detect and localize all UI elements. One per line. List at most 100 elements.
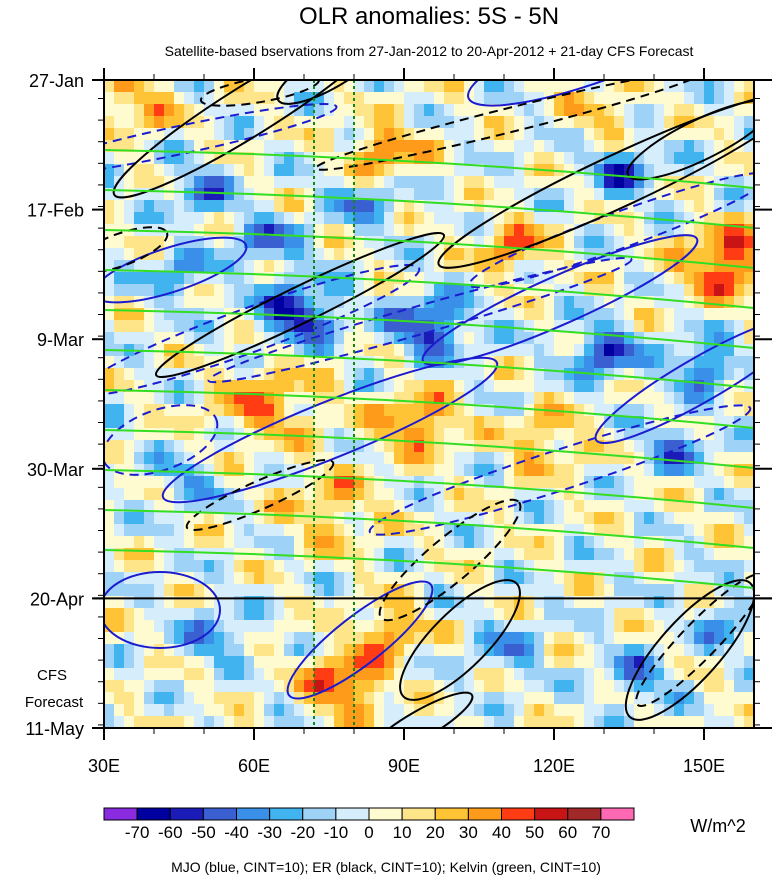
heatmap-cell xyxy=(214,248,225,261)
heatmap-cell xyxy=(384,260,395,273)
heatmap-cell xyxy=(394,608,405,621)
heatmap-cell xyxy=(414,548,425,561)
heatmap-cell xyxy=(434,188,445,201)
heatmap-cell xyxy=(644,656,655,669)
heatmap-cell xyxy=(404,92,415,105)
heatmap-cell xyxy=(144,680,155,693)
heatmap-cell xyxy=(314,356,325,369)
heatmap-cell xyxy=(494,248,505,261)
heatmap-cell xyxy=(364,416,375,429)
heatmap-cell xyxy=(304,452,315,465)
heatmap-cell xyxy=(234,452,245,465)
heatmap-cell xyxy=(524,572,535,585)
heatmap-cell xyxy=(574,284,585,297)
heatmap-cell xyxy=(384,188,395,201)
heatmap-cell xyxy=(184,608,195,621)
heatmap-cell xyxy=(624,608,635,621)
heatmap-cell xyxy=(564,464,575,477)
heatmap-cell xyxy=(574,668,585,681)
heatmap-cell xyxy=(174,716,185,728)
heatmap-cell xyxy=(664,644,675,657)
heatmap-cell xyxy=(554,548,565,561)
heatmap-cell xyxy=(524,416,535,429)
heatmap-cell xyxy=(274,440,285,453)
heatmap-cell xyxy=(184,524,195,537)
heatmap-cell xyxy=(204,596,215,609)
heatmap-cell xyxy=(154,608,165,621)
heatmap-cell xyxy=(664,116,675,129)
heatmap-cell xyxy=(404,680,415,693)
heatmap-cell xyxy=(724,704,735,717)
heatmap-cell xyxy=(424,164,435,177)
heatmap-cell xyxy=(454,224,465,237)
heatmap-cell xyxy=(104,428,115,441)
heatmap-cell xyxy=(104,368,115,381)
heatmap-cell xyxy=(384,620,395,633)
heatmap-cell xyxy=(304,380,315,393)
heatmap-cell xyxy=(144,596,155,609)
heatmap-cell xyxy=(144,476,155,489)
er-contour-negative xyxy=(185,459,335,531)
heatmap-cell xyxy=(484,116,495,129)
heatmap-cell xyxy=(574,320,585,333)
heatmap-cell xyxy=(744,476,754,489)
heatmap-cell xyxy=(674,332,685,345)
heatmap-cell xyxy=(384,332,395,345)
heatmap-cell xyxy=(434,464,445,477)
heatmap-cell xyxy=(714,116,725,129)
heatmap-cell xyxy=(444,224,455,237)
heatmap-cell xyxy=(484,164,495,177)
heatmap-cell xyxy=(664,176,675,189)
heatmap-cell xyxy=(474,596,485,609)
heatmap-cell xyxy=(354,380,365,393)
heatmap-cell xyxy=(284,404,295,417)
heatmap-cell xyxy=(264,632,275,645)
heatmap-cell xyxy=(154,488,165,501)
heatmap-cell xyxy=(584,680,595,693)
heatmap-cell xyxy=(514,116,525,129)
heatmap-cell xyxy=(214,344,225,357)
heatmap-cell xyxy=(634,512,645,525)
heatmap-cell xyxy=(604,320,615,333)
heatmap-cell xyxy=(704,656,715,669)
heatmap-cell xyxy=(334,404,345,417)
heatmap-cell xyxy=(674,704,685,717)
heatmap-cell xyxy=(384,116,395,129)
heatmap-cell xyxy=(514,152,525,165)
heatmap-cell xyxy=(714,668,725,681)
heatmap-cell xyxy=(414,272,425,285)
heatmap-cell xyxy=(724,272,735,285)
heatmap-cell xyxy=(694,404,705,417)
heatmap-cell xyxy=(254,212,265,225)
heatmap-cell xyxy=(594,260,605,273)
heatmap-cell xyxy=(334,296,345,309)
heatmap-cell xyxy=(224,668,235,681)
er-contour-negative xyxy=(378,498,522,622)
heatmap-cell xyxy=(604,416,615,429)
heatmap-cell xyxy=(564,572,575,585)
heatmap-cell xyxy=(744,224,754,237)
heatmap-cell xyxy=(574,584,585,597)
heatmap-cell xyxy=(244,632,255,645)
heatmap-cell xyxy=(744,80,754,93)
heatmap-cell xyxy=(524,584,535,597)
heatmap-cell xyxy=(164,440,175,453)
heatmap-cell xyxy=(304,320,315,333)
heatmap-cell xyxy=(414,116,425,129)
heatmap-cell xyxy=(354,224,365,237)
heatmap-cell xyxy=(654,356,665,369)
heatmap-cell xyxy=(204,260,215,273)
heatmap-cell xyxy=(164,200,175,213)
heatmap-cell xyxy=(254,260,265,273)
heatmap-cell xyxy=(164,644,175,657)
heatmap-cell xyxy=(244,92,255,105)
heatmap-cell xyxy=(364,464,375,477)
heatmap-cell xyxy=(294,200,305,213)
heatmap-cell xyxy=(264,464,275,477)
heatmap-cell xyxy=(734,440,745,453)
heatmap-cell xyxy=(574,704,585,717)
heatmap-cell xyxy=(454,704,465,717)
heatmap-cell xyxy=(554,488,565,501)
heatmap-cell xyxy=(254,140,265,153)
heatmap-cell xyxy=(244,476,255,489)
